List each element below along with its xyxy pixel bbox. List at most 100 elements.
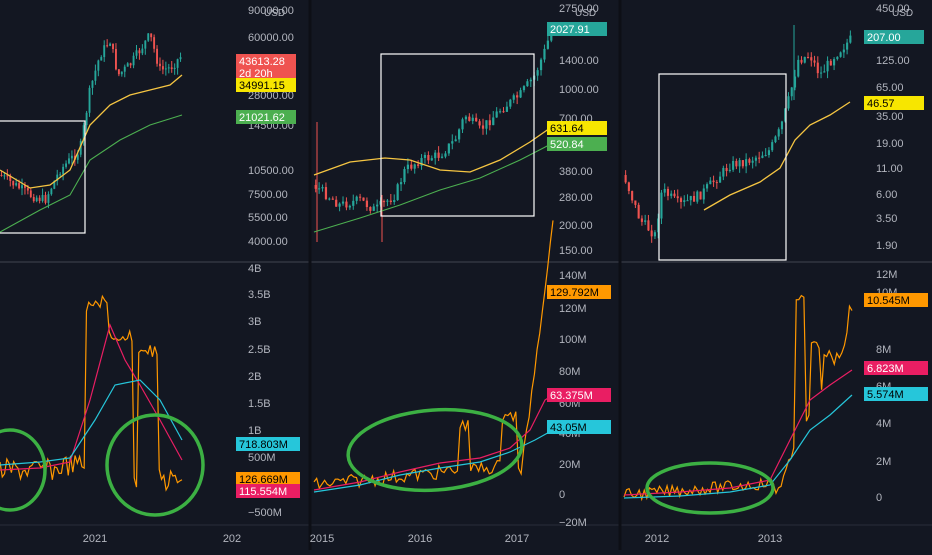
- y-tick-label: 8M: [876, 344, 891, 356]
- candle-body: [488, 120, 491, 126]
- price-label: 43613.28: [239, 56, 285, 68]
- moving-average-line: [703, 101, 851, 211]
- candle-body: [823, 71, 826, 73]
- candle-body: [85, 112, 88, 126]
- candle-body: [70, 155, 73, 159]
- candle-body: [23, 185, 26, 188]
- candle-body: [790, 87, 793, 97]
- candle-body: [516, 95, 519, 98]
- annotation-circle: [0, 428, 47, 512]
- y-tick-label: 140M: [559, 270, 587, 282]
- candle-body: [76, 154, 79, 160]
- candle-body: [836, 56, 839, 60]
- y-tick-label: 5500.00: [248, 212, 288, 224]
- y-tick-label: 4000.00: [248, 236, 288, 248]
- candle-body: [389, 200, 392, 203]
- y-tick-label: 4B: [248, 263, 261, 275]
- candle-body: [634, 200, 637, 205]
- candle-body: [352, 200, 355, 206]
- y-tick-label: 11.00: [876, 163, 903, 175]
- y-tick-label: 125.00: [876, 55, 910, 67]
- candle-body: [440, 156, 444, 158]
- y-tick-label: 0: [876, 492, 882, 504]
- candle-body: [393, 200, 396, 203]
- price-label: 2027.91: [550, 24, 590, 36]
- candle-body: [774, 136, 777, 143]
- candle-body: [179, 57, 182, 60]
- moving-average-line: [313, 142, 554, 233]
- y-tick-label: 2M: [876, 456, 891, 468]
- series-label: 43.05M: [550, 422, 587, 434]
- candle-body: [738, 160, 741, 167]
- series-label-box: [547, 388, 611, 402]
- candle-body: [106, 45, 109, 47]
- series-label: 718.803M: [239, 439, 288, 451]
- series-line: [0, 294, 183, 492]
- candle-body: [800, 59, 803, 63]
- candle-body: [153, 37, 156, 49]
- series-label: 6.823M: [867, 363, 904, 375]
- candle-body: [97, 60, 100, 71]
- candle-body: [328, 198, 331, 200]
- candle-body: [464, 116, 468, 120]
- y-tick-label: 1.90: [876, 240, 897, 252]
- candle-body: [637, 204, 640, 219]
- y-tick-label: 28000.00: [248, 90, 294, 102]
- candle-body: [420, 157, 423, 166]
- candle-body: [679, 198, 683, 202]
- candle-body: [686, 200, 689, 202]
- candle-body: [372, 206, 375, 211]
- y-tick-label: 280.00: [559, 192, 593, 204]
- y-tick-label: 35.00: [876, 111, 904, 123]
- y-tick-label: 1400.00: [559, 55, 599, 67]
- candle-body: [712, 180, 715, 183]
- series-label-box: [236, 472, 300, 486]
- series-label-box: [864, 293, 928, 307]
- price-label-box: [864, 96, 924, 110]
- candle-body: [138, 50, 141, 54]
- candle-body: [670, 193, 673, 196]
- price-label-box: [236, 78, 296, 92]
- price-label-box: [547, 137, 607, 151]
- candle-body: [135, 50, 138, 56]
- candle-body: [109, 43, 112, 46]
- price-label-box: [864, 30, 924, 44]
- candle-body: [502, 111, 505, 113]
- candle-body: [167, 67, 170, 69]
- candle-body: [627, 182, 630, 192]
- annotation-circle: [346, 407, 524, 493]
- candle-body: [434, 152, 437, 159]
- candle-body: [59, 174, 62, 176]
- candle-body: [816, 62, 819, 74]
- series-label: 129.792M: [550, 287, 599, 299]
- y-tick-label: 3.5B: [248, 289, 271, 301]
- series-label-box: [547, 285, 611, 299]
- candle-body: [735, 160, 738, 167]
- candle-body: [829, 60, 832, 66]
- candle-body: [369, 207, 372, 211]
- candle-body: [754, 157, 757, 161]
- y-tick-label: 2.5B: [248, 344, 271, 356]
- candle-body: [478, 121, 481, 126]
- candle-body: [348, 205, 351, 208]
- candle-body: [526, 81, 529, 87]
- candle-body: [112, 43, 114, 50]
- candle-body: [79, 140, 82, 155]
- candle-body: [722, 167, 725, 177]
- candle-body: [705, 184, 709, 189]
- candle-body: [413, 164, 416, 169]
- candle-body: [103, 45, 106, 58]
- candle-body: [18, 183, 21, 189]
- candle-body: [787, 96, 790, 109]
- candle-body: [806, 57, 810, 59]
- y-tick-label: 6.00: [876, 189, 897, 201]
- y-tick-label: 7500.00: [248, 189, 288, 201]
- price-label-box: [547, 121, 607, 135]
- candle-body: [9, 175, 12, 181]
- candle-body: [485, 120, 488, 129]
- x-tick-label: 2016: [408, 533, 432, 545]
- price-label-box: [236, 54, 296, 68]
- annotation-rectangle: [0, 120, 86, 234]
- y-tick-label: 380.00: [559, 166, 593, 178]
